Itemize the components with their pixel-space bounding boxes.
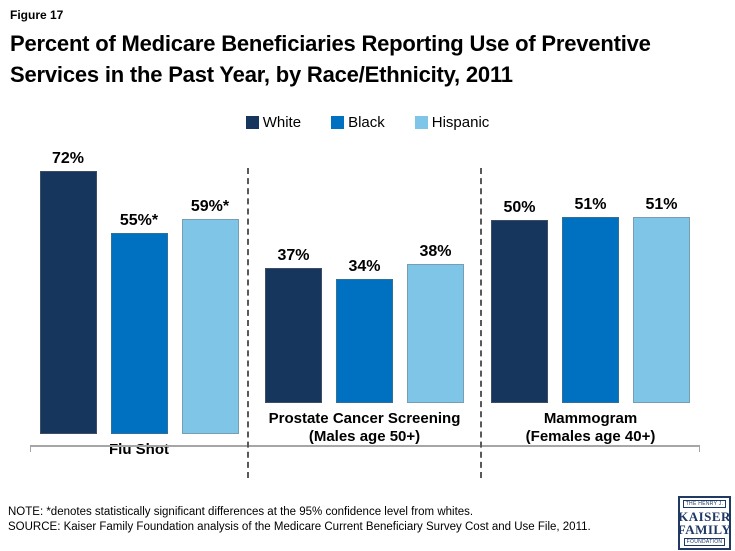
bar-wrap: 50% bbox=[491, 199, 548, 403]
bar-wrap: 51% bbox=[633, 196, 690, 403]
chart-group-3: 50% 51% 51% Mammogram (Females age 40+) bbox=[481, 150, 700, 446]
logo-family-text: FAMILY bbox=[677, 522, 732, 538]
logo-kaiser-text: KAISER bbox=[678, 508, 731, 524]
legend-swatch-black bbox=[331, 116, 345, 129]
bar-value-label: 55%* bbox=[119, 212, 159, 229]
bar-value-label: 72% bbox=[51, 150, 85, 167]
bar-white-group3 bbox=[491, 220, 548, 403]
bar-wrap: 34% bbox=[336, 258, 393, 403]
page-title: Percent of Medicare Beneficiaries Report… bbox=[10, 31, 651, 87]
bar-value-label: 34% bbox=[348, 258, 381, 275]
category-label-line: (Males age 50+) bbox=[308, 428, 421, 445]
bar-white-group1 bbox=[39, 171, 97, 434]
bars-row: 72% 55%* 59%* bbox=[30, 150, 248, 434]
bar-wrap: 55%* bbox=[110, 212, 168, 434]
x-axis-line bbox=[30, 445, 700, 447]
legend: White Black Hispanic bbox=[0, 114, 735, 131]
bar-hispanic-group2 bbox=[407, 264, 464, 403]
legend-swatch-white bbox=[245, 116, 259, 129]
figure-label: Figure 17 bbox=[10, 8, 64, 22]
category-label-line: Prostate Cancer Screening bbox=[268, 410, 461, 427]
axis-tick bbox=[699, 445, 700, 452]
note-text: NOTE: *denotes statistically significant… bbox=[8, 506, 474, 518]
bar-value-label: 51% bbox=[645, 196, 678, 213]
category-label: Mammogram (Females age 40+) bbox=[481, 410, 700, 446]
bar-wrap: 37% bbox=[265, 247, 322, 403]
bar-value-label: 38% bbox=[419, 243, 452, 260]
category-label: Flu Shot bbox=[30, 441, 248, 459]
legend-label: Hispanic bbox=[431, 114, 490, 131]
bar-black-group2 bbox=[336, 279, 393, 403]
logo-bottom-text: FOUNDATION bbox=[683, 537, 726, 546]
footnotes: NOTE: *denotes statistically significant… bbox=[8, 505, 591, 535]
bar-value-label: 59%* bbox=[190, 198, 230, 215]
bar-chart: 72% 55%* 59%* Flu Shot 37% 34% 38% Prostate Can… bbox=[30, 150, 700, 458]
logo-top-text: THE HENRY J. bbox=[682, 500, 727, 508]
category-label-line: Flu Shot bbox=[109, 441, 169, 458]
bar-value-label: 37% bbox=[277, 247, 310, 264]
legend-swatch-hispanic bbox=[414, 116, 428, 129]
bar-value-label: 50% bbox=[503, 199, 536, 216]
category-label: Prostate Cancer Screening (Males age 50+) bbox=[248, 410, 481, 446]
bars-row: 37% 34% 38% bbox=[248, 150, 481, 403]
legend-label: White bbox=[262, 114, 302, 131]
bar-wrap: 72% bbox=[39, 150, 97, 434]
bar-black-group1 bbox=[110, 233, 168, 434]
bar-hispanic-group3 bbox=[633, 217, 690, 403]
legend-item-hispanic: Hispanic bbox=[414, 114, 490, 131]
category-label-line: Mammogram bbox=[543, 410, 638, 427]
bar-wrap: 51% bbox=[562, 196, 619, 403]
chart-group-1: 72% 55%* 59%* Flu Shot bbox=[30, 150, 248, 458]
bars-row: 50% 51% 51% bbox=[481, 150, 700, 403]
legend-label: Black bbox=[348, 114, 385, 131]
source-text: SOURCE: Kaiser Family Foundation analysi… bbox=[8, 521, 591, 533]
kff-logo: THE HENRY J. KAISER FAMILY FOUNDATION bbox=[678, 496, 731, 550]
axis-tick bbox=[30, 445, 31, 452]
bar-black-group3 bbox=[562, 217, 619, 403]
group-separator bbox=[247, 168, 249, 478]
bar-hispanic-group1 bbox=[181, 219, 239, 434]
group-separator bbox=[480, 168, 482, 478]
category-label-line: (Females age 40+) bbox=[525, 428, 656, 445]
bar-wrap: 59%* bbox=[181, 198, 239, 434]
chart-group-2: 37% 34% 38% Prostate Cancer Screening (Males… bbox=[248, 150, 481, 446]
bar-value-label: 51% bbox=[574, 196, 607, 213]
bar-wrap: 38% bbox=[407, 243, 464, 403]
bar-white-group2 bbox=[265, 268, 322, 403]
legend-item-white: White bbox=[245, 114, 302, 131]
legend-item-black: Black bbox=[331, 114, 385, 131]
